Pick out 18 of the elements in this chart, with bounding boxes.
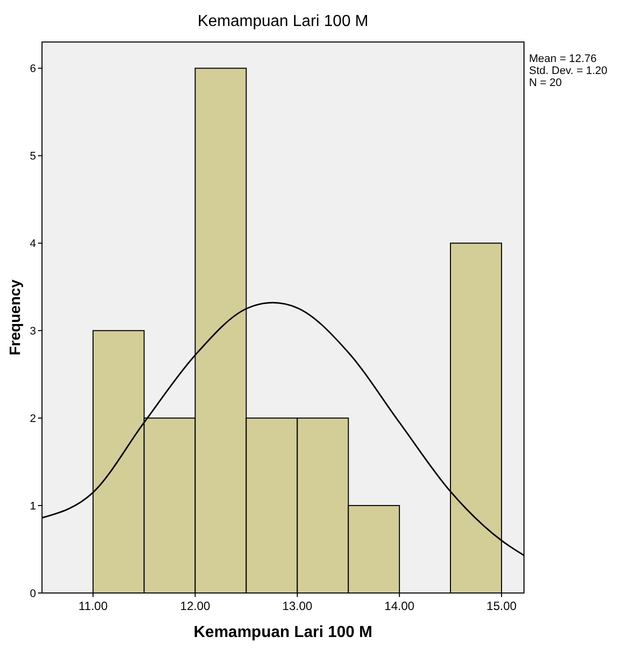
chart-title: Kemampuan Lari 100 M [198, 13, 368, 30]
y-tick-label: 4 [30, 238, 36, 250]
x-axis-title: Kemampuan Lari 100 M [194, 624, 372, 641]
text: Std. Dev. = 1.20 [529, 65, 608, 77]
text: N = 20 [529, 77, 562, 89]
y-tick-label: 0 [30, 588, 36, 600]
y-tick-label: 1 [30, 500, 36, 512]
x-tick-label: 13.00 [282, 599, 313, 613]
x-tick-label: 15.00 [486, 599, 517, 613]
text: Mean = 12.76 [529, 53, 597, 65]
y-tick-label: 3 [30, 325, 36, 338]
x-tick-label: 12.00 [180, 599, 211, 613]
x-tick-label: 11.00 [78, 599, 108, 613]
x-tick-label: 14.00 [384, 599, 415, 613]
y-tick-label: 2 [30, 412, 36, 425]
y-axis-title: Frequency [7, 278, 24, 356]
y-tick-label: 6 [30, 63, 36, 76]
y-tick-label: 5 [30, 150, 36, 163]
